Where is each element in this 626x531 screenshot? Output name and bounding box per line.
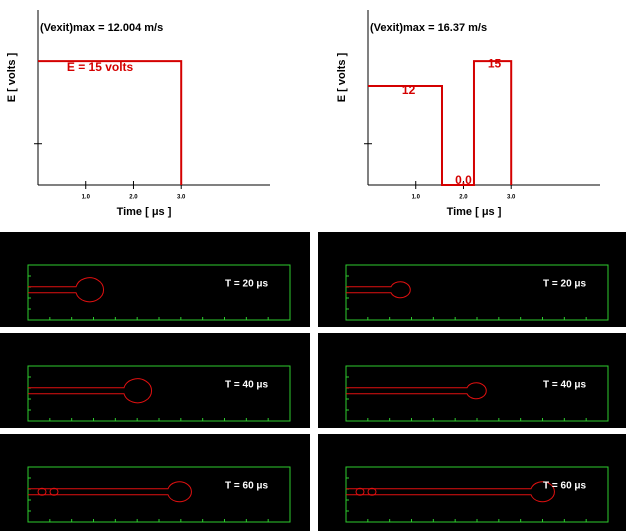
x-tick-label: 1.0 [412,195,421,201]
chart-title: (Vexit)max = 16.37 m/s [370,22,487,34]
x-tick-label: 2.0 [129,195,138,201]
panel-background [0,232,310,327]
jet-shape [346,481,555,503]
annotation: 0.0 [455,173,472,187]
voltage-line [38,60,183,185]
droplet [37,487,47,496]
droplet [49,487,59,496]
panel-background [318,232,626,327]
jet-shape [28,277,105,303]
annotation: 12 [402,83,416,97]
droplet [367,487,377,496]
x-axis-label: Time [ μs ] [447,206,502,218]
annotation: E = 15 volts [67,60,134,74]
panel-label: T = 40 μs [543,380,587,391]
chart-title: (Vexit)max = 12.004 m/s [40,22,163,34]
panel-background [318,434,626,531]
jet-shape [28,481,192,503]
x-tick-label: 2.0 [459,195,468,201]
x-tick-label: 1.0 [82,195,91,201]
panel-label: T = 20 μs [543,279,587,290]
x-tick-label: 3.0 [177,195,186,201]
voltage-line [368,60,513,186]
panel-background [318,333,626,428]
panel-background [0,434,310,531]
y-axis-label: E [ volts ] [336,52,348,102]
panel-label: T = 60 μs [543,481,587,492]
x-axis-label: Time [ μs ] [117,206,172,218]
jet-shape [346,382,487,400]
jet-shape [346,281,411,299]
panel-label: T = 40 μs [225,380,269,391]
panel-label: T = 20 μs [225,279,269,290]
panel-background [0,333,310,428]
annotation: 15 [488,57,502,71]
jet-shape [28,378,153,404]
panel-label: T = 60 μs [225,481,269,492]
y-axis-label: E [ volts ] [6,52,18,102]
x-tick-label: 3.0 [507,195,516,201]
droplet [355,487,365,496]
